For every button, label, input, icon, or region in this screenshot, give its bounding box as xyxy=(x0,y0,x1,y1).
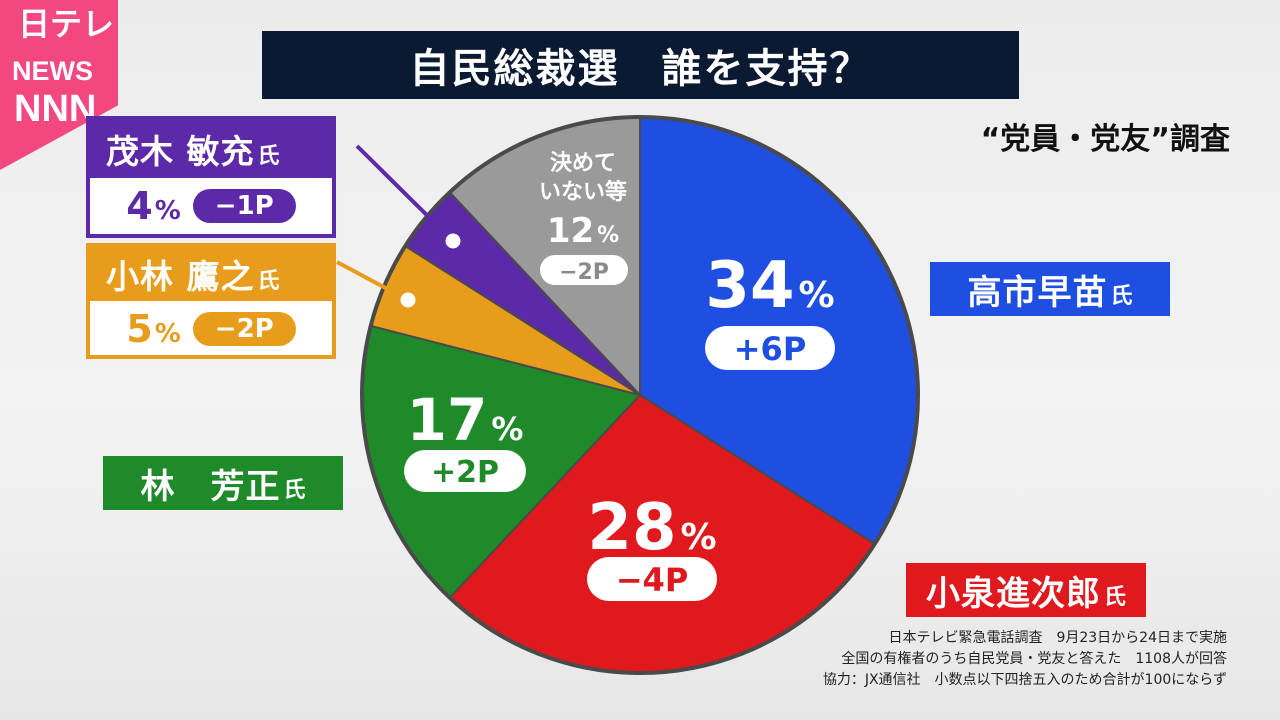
takaichi-change: +6P xyxy=(734,330,807,368)
undecided-label-line1: 決めて xyxy=(550,151,616,176)
footnote-line-3: 協力：JX通信社 小数点以下四捨五入のため合計が100にならず xyxy=(822,672,1227,688)
motegi-name: 茂木 敏充 xyxy=(106,132,255,171)
kobayashi-callout: 小林 鷹之氏 5% −2P xyxy=(86,243,336,359)
undecided-slice-label: 決めて いない等 12% −2P xyxy=(539,151,628,285)
motegi-pct-unit: % xyxy=(154,196,181,226)
svg-text:17%: 17% xyxy=(407,386,524,454)
kobayashi-change: −2P xyxy=(192,312,296,346)
hayashi-honorific: 氏 xyxy=(283,478,306,503)
logo-ntv: 日テレ xyxy=(18,5,115,43)
svg-text:12%: 12% xyxy=(547,211,619,251)
hayashi-name: 林 芳正 xyxy=(140,466,281,507)
takaichi-name-label: 高市早苗氏 xyxy=(930,262,1170,316)
undecided-change: −2P xyxy=(559,260,609,285)
undecided-pct-unit: % xyxy=(597,223,619,248)
svg-text:28%: 28% xyxy=(587,491,716,565)
hayashi-pct-unit: % xyxy=(491,410,523,448)
koizumi-change: −4P xyxy=(616,561,689,599)
motegi-leader-line xyxy=(355,144,455,243)
takaichi-pct-unit: % xyxy=(798,275,834,316)
koizumi-pct-unit: % xyxy=(680,517,716,558)
motegi-change: −1P xyxy=(192,189,296,223)
motegi-pct: 4 xyxy=(126,184,153,228)
chart-title: 自民総裁選 誰を支持？ xyxy=(262,31,1019,99)
koizumi-pct: 28 xyxy=(587,491,676,565)
motegi-callout: 茂木 敏充氏 4% −1P xyxy=(86,116,336,238)
svg-text:34%: 34% xyxy=(705,249,834,323)
footnote-line-2: 全国の有権者のうち自民党員・党友と答えた 1108人が回答 xyxy=(841,651,1227,667)
kobayashi-honorific: 氏 xyxy=(257,269,280,294)
kobayashi-callout-header: 小林 鷹之氏 xyxy=(90,247,332,301)
takaichi-pct: 34 xyxy=(705,249,794,323)
takaichi-name: 高市早苗 xyxy=(967,272,1108,313)
hayashi-slice-label: 17% +2P xyxy=(404,386,526,492)
takaichi-slice-label: 34% +6P xyxy=(705,249,835,370)
kobayashi-leader-line xyxy=(336,260,409,302)
kobayashi-leader-dot xyxy=(397,289,419,311)
kobayashi-name: 小林 鷹之 xyxy=(106,257,255,296)
koizumi-name: 小泉進次郎 xyxy=(925,573,1101,614)
koizumi-honorific: 氏 xyxy=(1103,585,1126,610)
pie-outline xyxy=(360,115,920,675)
koizumi-name-label: 小泉進次郎氏 xyxy=(906,563,1146,617)
koizumi-slice-label: 28% −4P xyxy=(587,491,717,601)
hayashi-pct: 17 xyxy=(407,386,488,454)
undecided-label-line2: いない等 xyxy=(539,179,627,205)
motegi-callout-body: 4% −1P xyxy=(90,178,332,234)
survey-subtitle: “党員・党友”調査 xyxy=(980,122,1230,157)
motegi-honorific: 氏 xyxy=(257,144,280,169)
motegi-callout-header: 茂木 敏充氏 xyxy=(90,120,332,178)
kobayashi-callout-body: 5% −2P xyxy=(90,301,332,357)
kobayashi-pct-unit: % xyxy=(154,319,181,349)
kobayashi-pct: 5 xyxy=(126,307,153,351)
hayashi-name-label: 林 芳正氏 xyxy=(103,456,343,510)
logo-news: NEWS xyxy=(12,56,93,86)
hayashi-change: +2P xyxy=(431,455,499,490)
footnote: 日本テレビ緊急電話調査 9月23日から24日まで実施 全国の有権者のうち自民党員… xyxy=(823,628,1227,691)
motegi-leader-dot xyxy=(442,230,464,252)
undecided-pct: 12 xyxy=(547,211,594,251)
logo-nnn: NNN xyxy=(14,88,97,130)
footnote-line-1: 日本テレビ緊急電話調査 9月23日から24日まで実施 xyxy=(888,630,1227,646)
takaichi-honorific: 氏 xyxy=(1110,284,1133,309)
